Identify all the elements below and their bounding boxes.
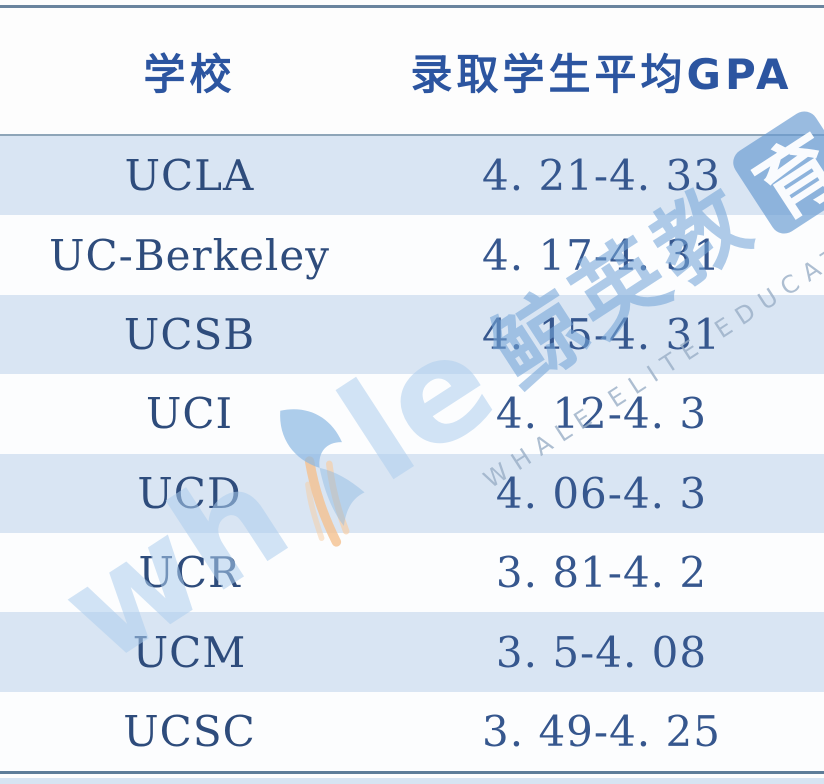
top-border-line [0, 5, 824, 8]
column-header-gpa: 录取学生平均GPA [379, 41, 824, 102]
gpa-range: 4. 21-4. 33 [482, 151, 721, 201]
school-name: UCD [137, 468, 242, 518]
gpa-cell: 3. 81-4. 2 [379, 548, 824, 597]
school-name: UC-Berkeley [49, 230, 330, 280]
column-header-gpa-label: 录取学生平均GPA [410, 49, 793, 99]
school-cell: UCR [0, 548, 379, 597]
gpa-range: 4. 12-4. 3 [495, 389, 708, 439]
school-name: UCR [138, 548, 241, 598]
gpa-range: 3. 81-4. 2 [495, 548, 708, 598]
school-name: UCLA [124, 151, 255, 201]
school-cell: UCM [0, 628, 379, 677]
gpa-cell: 4. 12-4. 3 [379, 389, 824, 438]
table-row: UCR 3. 81-4. 2 [0, 532, 824, 613]
table-body: UCLA 4. 21-4. 33 UC-Berkeley 4. 17-4. 31… [0, 136, 824, 772]
school-cell: UCD [0, 469, 379, 518]
school-name: UCI [145, 389, 234, 439]
table-row: UCI 4. 12-4. 3 [0, 374, 824, 454]
table-row: UCD 4. 06-4. 3 [0, 453, 824, 533]
table-row: UC-Berkeley 4. 17-4. 31 [0, 215, 824, 295]
gpa-range: 4. 17-4. 31 [482, 230, 721, 280]
gpa-cell: 4. 21-4. 33 [379, 151, 824, 200]
school-cell: UCLA [0, 151, 379, 200]
bottom-blue-strip [0, 778, 824, 784]
school-name: UCSC [123, 706, 256, 756]
school-cell: UCSB [0, 310, 379, 359]
uc-admission-gpa-table: 学校 录取学生平均GPA UCLA 4. 21-4. 33 UC-Berkele… [0, 8, 824, 772]
gpa-cell: 3. 5-4. 08 [379, 628, 824, 677]
gpa-cell: 4. 17-4. 31 [379, 231, 824, 280]
table-row: UCSC 3. 49-4. 25 [0, 691, 824, 772]
bottom-border-line [0, 771, 824, 774]
table-header-row: 学校 录取学生平均GPA [0, 8, 824, 136]
gpa-range: 3. 5-4. 08 [495, 627, 708, 677]
gpa-range: 3. 49-4. 25 [482, 706, 721, 756]
table-row: UCM 3. 5-4. 08 [0, 612, 824, 692]
column-header-school-label: 学校 [143, 49, 236, 99]
gpa-range: 4. 06-4. 3 [495, 468, 708, 518]
school-cell: UCSC [0, 707, 379, 756]
gpa-cell: 4. 15-4. 31 [379, 310, 824, 359]
column-header-school: 学校 [0, 41, 379, 102]
table-row: UCSB 4. 15-4. 31 [0, 294, 824, 375]
gpa-range: 4. 15-4. 31 [482, 309, 721, 359]
school-name: UCM [132, 627, 247, 677]
school-cell: UCI [0, 389, 379, 438]
table-row: UCLA 4. 21-4. 33 [0, 136, 824, 216]
gpa-cell: 3. 49-4. 25 [379, 707, 824, 756]
school-name: UCSB [123, 309, 256, 359]
school-cell: UC-Berkeley [0, 231, 379, 280]
gpa-cell: 4. 06-4. 3 [379, 469, 824, 518]
